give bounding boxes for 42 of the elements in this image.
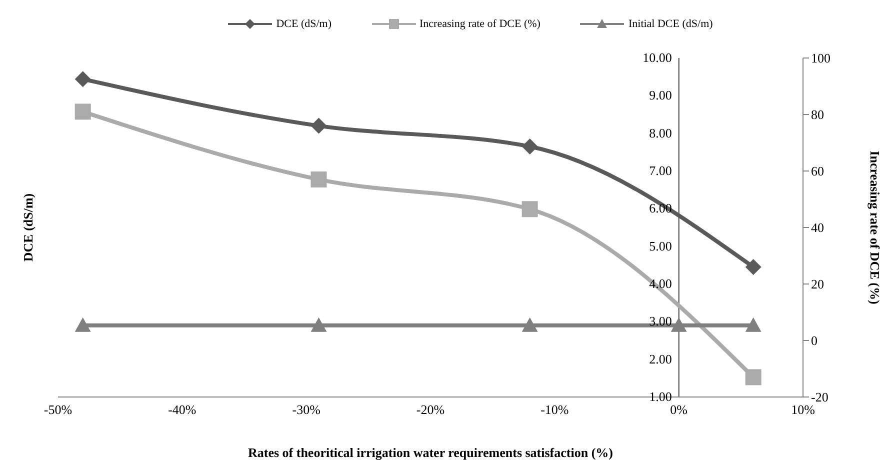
- y-tick-label: 3.00: [649, 314, 672, 329]
- point: [522, 317, 538, 332]
- y2-tick-label: 60: [811, 164, 824, 179]
- y2-tick-label: 40: [811, 220, 824, 236]
- point: [74, 104, 91, 120]
- x-tick-label: -40%: [168, 402, 196, 418]
- y2-axis-title: Increasing rate of DCE (%): [867, 150, 882, 304]
- y2-tick-label: -20: [811, 390, 828, 405]
- x-tick-label: -10%: [540, 402, 569, 418]
- point: [522, 201, 538, 218]
- y2-tick-label: 80: [811, 107, 824, 122]
- y-axis-title: DCE (dS/m): [20, 193, 36, 262]
- y-tick-label: 7.00: [649, 163, 672, 178]
- point: [310, 317, 327, 332]
- y-tick-label: 10.00: [642, 50, 672, 65]
- point: [670, 317, 687, 332]
- x-tick-label: -50%: [44, 402, 72, 418]
- x-tick-label: 10%: [791, 402, 816, 418]
- legend-label: Initial DCE (dS/m): [628, 18, 713, 30]
- y-tick-label: 8.00: [649, 125, 672, 140]
- x-tick-label: -30%: [292, 402, 321, 418]
- point: [74, 317, 91, 332]
- x-tick-label: -20%: [416, 402, 445, 418]
- y2-tick-label: 0: [811, 333, 818, 348]
- y2-tick-label: 100: [811, 50, 830, 66]
- y-tick-label: 9.00: [649, 88, 672, 103]
- y-tick-label: 2.00: [649, 351, 672, 366]
- point: [745, 259, 762, 276]
- point: [74, 71, 91, 88]
- y-tick-label: 4.00: [649, 276, 672, 291]
- y-tick-label: 1.00: [649, 389, 672, 404]
- point: [310, 171, 327, 188]
- point: [310, 118, 327, 134]
- y2-tick-label: 20: [811, 276, 824, 292]
- legend-label: Increasing rate of DCE (%): [420, 18, 540, 30]
- x-tick-label: 0%: [670, 402, 688, 418]
- legend-label: DCE (dS/m): [276, 18, 332, 30]
- point: [522, 138, 538, 155]
- x-axis-title: Rates of theoritical irrigation water requirements satisfaction (%): [248, 445, 614, 460]
- point: [745, 369, 762, 386]
- y-tick-label: 5.00: [649, 238, 672, 254]
- point: [745, 317, 762, 332]
